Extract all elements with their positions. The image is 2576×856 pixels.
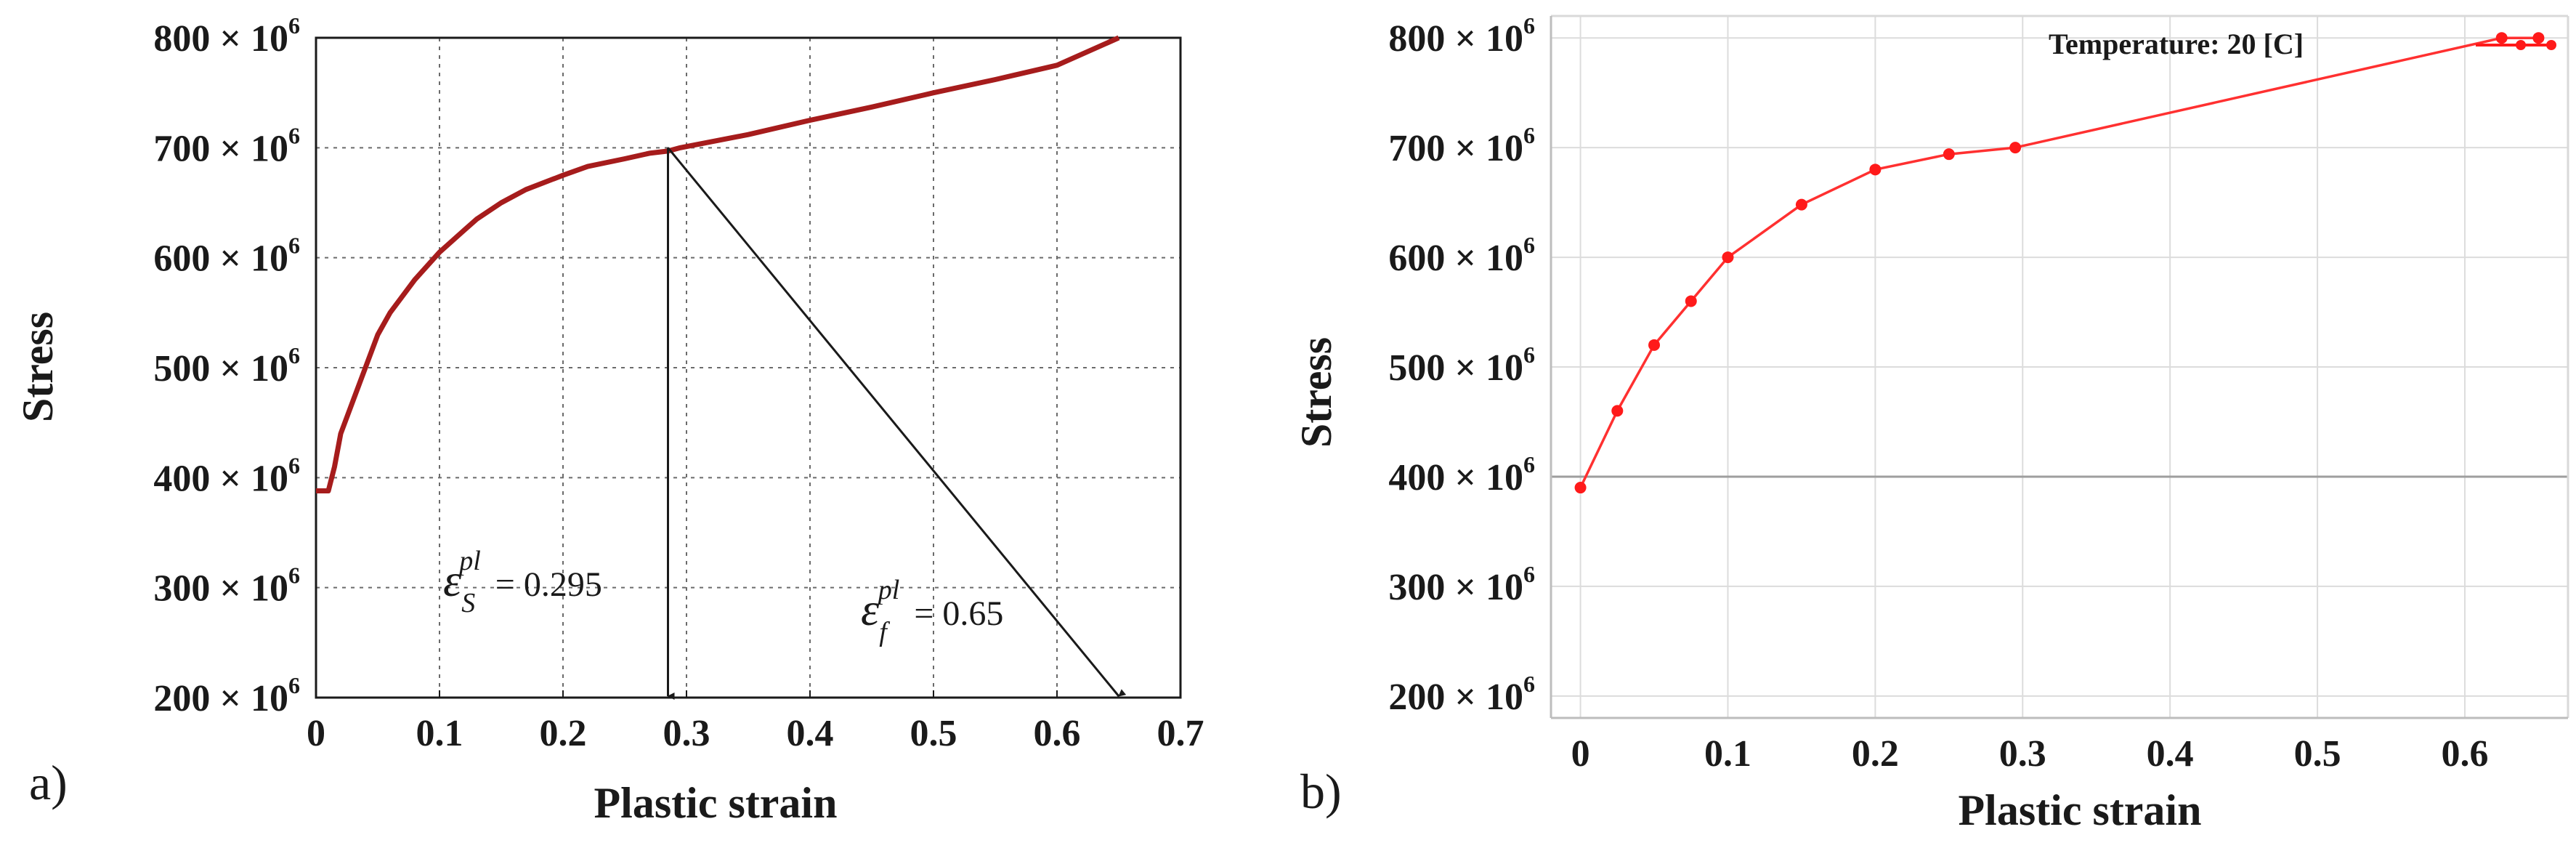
panel-a-series-line	[316, 35, 1120, 493]
y-tick-label: 200 × 106	[1388, 671, 1535, 718]
panel-a-y-axis-title: Stress	[14, 312, 62, 422]
y-tick-label: 500 × 106	[153, 342, 300, 389]
panel-a-chart: 200 × 106 300 × 106 400 × 106 500 × 106 600 …	[14, 12, 1204, 827]
x-tick-label: 0.2	[540, 713, 587, 754]
y-tick-label: 800 × 106	[153, 12, 300, 60]
panel-a-label: a)	[29, 755, 68, 810]
x-tick-label: 0.5	[910, 713, 957, 754]
data-point	[1574, 482, 1587, 494]
data-point	[2009, 142, 2022, 154]
panel-b-y-axis-title: Stress	[1292, 337, 1340, 448]
panel-b-x-axis-title: Plastic strain	[1959, 786, 2202, 834]
panel-a-x-ticks: 0 0.1 0.2 0.3 0.4 0.5 0.6 0.7	[307, 690, 1204, 754]
panel-b-label: b)	[1300, 764, 1342, 819]
x-tick-label: 0	[1571, 733, 1590, 775]
y-tick-label: 300 × 106	[153, 562, 300, 610]
x-tick-label: 0.5	[2294, 733, 2341, 775]
legend-label: Temperature: 20 [C]	[2049, 28, 2304, 60]
x-tick-label: 0.6	[2441, 733, 2488, 775]
y-tick-label: 700 × 106	[153, 122, 300, 169]
x-tick-label: 0.7	[1157, 713, 1204, 754]
data-point	[1722, 251, 1734, 264]
y-tick-label: 600 × 106	[1388, 232, 1535, 279]
panel-b-chart: 200 × 106 300 × 106 400 × 106 500 × 106 600 …	[1292, 12, 2569, 834]
x-tick-label: 0.3	[1999, 733, 2046, 775]
data-point	[2495, 32, 2508, 44]
data-point	[1869, 163, 1882, 176]
panel-b-x-ticks: 0 0.1 0.2 0.3 0.4 0.5 0.6	[1571, 733, 2489, 775]
x-tick-label: 0.4	[787, 713, 834, 754]
x-tick-label: 0	[307, 713, 325, 754]
panel-a-failure-line	[667, 147, 1127, 697]
data-point	[1795, 198, 1807, 211]
x-tick-label: 0.3	[663, 713, 710, 754]
panel-b-series-line	[1579, 36, 2539, 488]
y-tick-label: 600 × 106	[153, 233, 300, 280]
y-tick-label: 300 × 106	[1388, 561, 1535, 608]
data-point	[1943, 148, 1955, 161]
y-tick-label: 500 × 106	[1388, 342, 1535, 389]
legend-marker	[2516, 40, 2526, 50]
panel-a-y-ticks: 200 × 106 300 × 106 400 × 106 500 × 106 600 …	[153, 12, 300, 719]
panel-b-points	[1574, 32, 2545, 494]
panel-b-grid	[1551, 16, 2568, 718]
data-point	[2532, 32, 2545, 44]
x-tick-label: 0.2	[1852, 733, 1899, 775]
x-tick-label: 0.6	[1034, 713, 1081, 754]
panel-a-frame	[315, 36, 1182, 699]
y-tick-label: 800 × 106	[1388, 12, 1535, 60]
y-tick-label: 700 × 106	[1388, 122, 1535, 169]
panel-b-legend: Temperature: 20 [C]	[2049, 28, 2556, 60]
annotation-strain-at-failure: εfpl= 0.65	[861, 575, 1003, 647]
legend-marker	[2546, 40, 2556, 50]
panel-a-x-axis-title: Plastic strain	[594, 779, 838, 827]
x-tick-label: 0.1	[416, 713, 463, 754]
annotation-strain-at-peak: εSpl= 0.295	[443, 546, 602, 618]
data-point	[1685, 295, 1697, 307]
x-tick-label: 0.4	[2147, 733, 2194, 775]
data-point	[1611, 405, 1624, 417]
data-point	[1648, 339, 1661, 351]
y-tick-label: 400 × 106	[153, 452, 300, 499]
x-tick-label: 0.1	[1704, 733, 1751, 775]
y-tick-label: 400 × 106	[1388, 451, 1535, 498]
panel-a-grid	[316, 38, 1180, 698]
y-tick-label: 200 × 106	[153, 672, 300, 719]
panel-b-y-ticks: 200 × 106 300 × 106 400 × 106 500 × 106 600 …	[1388, 12, 1535, 718]
